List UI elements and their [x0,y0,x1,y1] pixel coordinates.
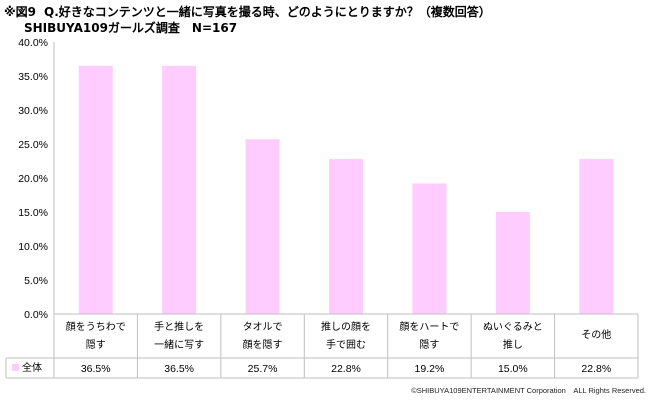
y-tick-label: 20.0% [18,173,48,185]
category-label: 手と推しを [154,320,204,333]
bar-1 [78,65,113,314]
question-text: Q.好きなコンテンツと一緒に写真を撮る時、どのようにとりますか？（複数回答） [44,5,491,19]
bar-6 [495,212,530,314]
bar-4 [329,158,363,314]
y-tick-label: 15.0% [18,207,48,219]
y-tick-label: 0.0% [24,309,48,321]
bar-5 [412,183,447,314]
bar-2 [162,65,197,314]
legend-swatch [12,364,19,371]
y-tick-label: 30.0% [18,105,48,117]
data-label: 22.8% [331,363,361,375]
data-label: 15.0% [498,363,528,375]
y-tick-label: 35.0% [18,71,48,83]
category-label: タオルで [243,321,283,333]
y-tick-label: 5.0% [24,275,48,287]
category-label: 手で囲む [326,338,366,351]
legend-label: 全体 [22,361,42,374]
figure-label: ※図9 [4,5,37,19]
data-label: 19.2% [415,363,445,375]
category-label: 顔をうちわで [66,320,126,333]
data-label: 25.7% [248,363,278,375]
data-label: 36.5% [164,363,194,375]
data-label: 22.8% [581,363,611,375]
y-tick-label: 25.0% [18,139,48,151]
y-tick-label: 40.0% [18,37,48,49]
copyright-text: ©SHIBUYA109ENTERTAINMENT Corporation ALL… [411,386,646,395]
y-tick-label: 10.0% [18,241,48,253]
data-label: 36.5% [81,363,111,375]
category-label: 顔をハートで [399,320,459,333]
category-label: 顔を隠す [243,338,283,351]
category-label: 隠す [419,339,439,351]
bar-7 [579,158,614,314]
chart-title: ※図9 Q.好きなコンテンツと一緒に写真を撮る時、どのようにとりますか？（複数回答… [4,3,491,20]
bar-3 [245,139,280,314]
category-label: 隠す [86,339,106,351]
category-label: ぬいぐるみと [483,321,543,333]
category-label: 一緒に写す [154,338,204,351]
category-label: 推しの顔を [321,320,371,333]
chart-subtitle: SHIBUYA109ガールズ調査 N=167 [24,21,238,35]
category-label: その他 [581,328,611,341]
category-label: 推し [503,338,523,351]
